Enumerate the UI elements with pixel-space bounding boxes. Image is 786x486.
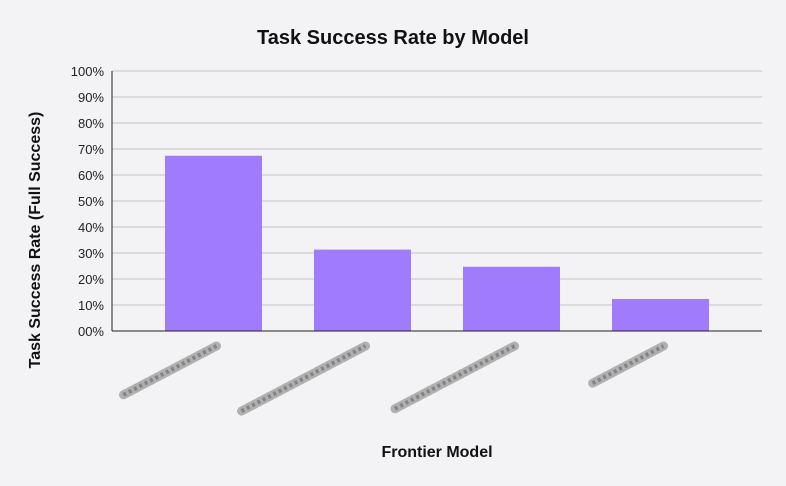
x-axis-label: Frontier Model xyxy=(381,444,492,461)
y-tick-label: 60% xyxy=(78,168,104,183)
y-axis-label: Task Success Rate (Full Success) xyxy=(27,112,44,369)
x-tick-label-redacted xyxy=(390,341,519,414)
bars xyxy=(165,155,709,331)
y-tick-label: 100% xyxy=(71,64,105,79)
bar xyxy=(612,299,709,331)
y-tick-label: 10% xyxy=(78,298,104,313)
x-tick-labels xyxy=(119,341,668,416)
y-tick-label: 20% xyxy=(78,272,104,287)
x-tick-label-redacted xyxy=(237,341,370,416)
y-tick-label: 00% xyxy=(78,324,104,339)
bar xyxy=(463,266,560,331)
y-tick-label: 40% xyxy=(78,220,104,235)
bar xyxy=(165,155,262,331)
y-tick-label: 50% xyxy=(78,194,104,209)
x-tick-label-redacted xyxy=(119,341,221,400)
bar xyxy=(314,249,411,331)
y-tick-label: 70% xyxy=(78,142,104,157)
y-tick-label: 80% xyxy=(78,116,104,131)
y-tick-label: 90% xyxy=(78,90,104,105)
y-tick-labels: 00% 10% 20% 30% 40% 50% 60% 70% 80% 90% 100% xyxy=(71,64,105,339)
chart-title: Task Success Rate by Model xyxy=(257,27,529,49)
y-tick-label: 30% xyxy=(78,246,104,261)
x-tick-label-redacted xyxy=(588,341,668,388)
